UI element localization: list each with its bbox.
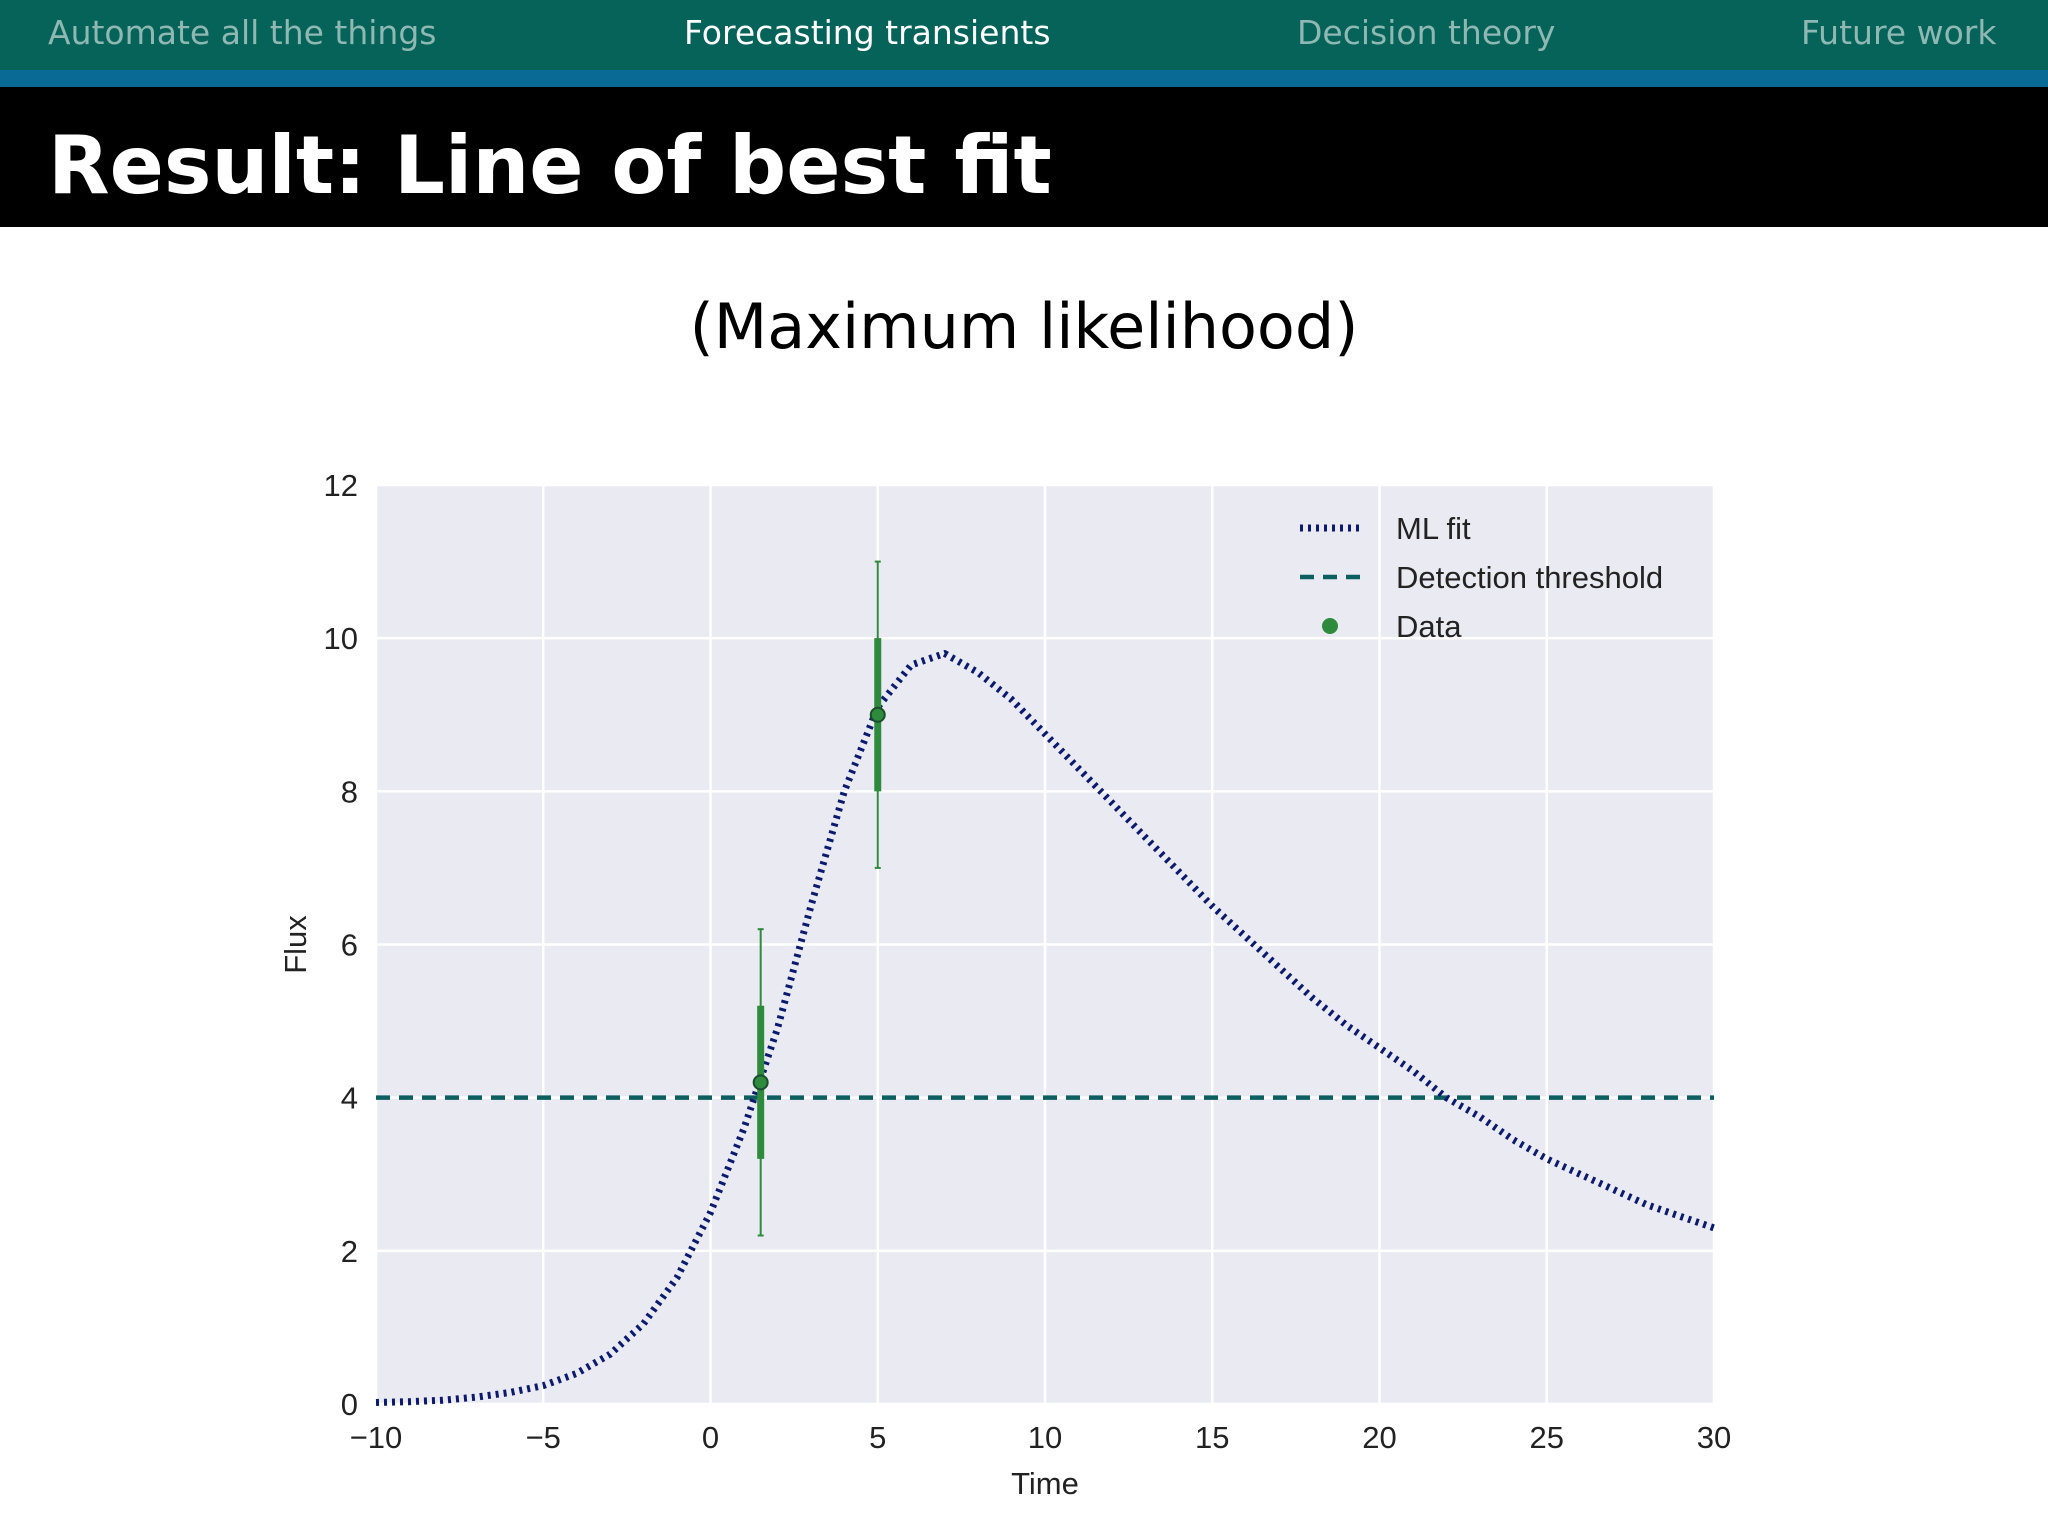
grid-lines bbox=[374, 483, 1716, 1406]
nav-item-decision-theory[interactable]: Decision theory bbox=[1297, 13, 1556, 52]
data-point bbox=[752, 1074, 769, 1091]
y-tick-label: 12 bbox=[324, 468, 358, 503]
y-tick-label: 8 bbox=[341, 774, 358, 809]
nav-item-future-work[interactable]: Future work bbox=[1801, 13, 1997, 52]
x-axis-ticks: −10 −5 0 5 10 15 20 25 30 bbox=[350, 1420, 1732, 1455]
x-tick-label: 0 bbox=[702, 1420, 719, 1455]
x-tick-label: −10 bbox=[350, 1420, 403, 1455]
nav-item-forecasting-transients[interactable]: Forecasting transients bbox=[684, 13, 1051, 52]
nav-divider bbox=[0, 70, 2048, 87]
y-axis-ticks: 0 2 4 6 8 10 12 bbox=[324, 468, 358, 1422]
legend-ml-fit-label: ML fit bbox=[1396, 511, 1471, 546]
legend-data-label: Data bbox=[1396, 609, 1462, 644]
x-axis-label: Time bbox=[1011, 1466, 1079, 1501]
x-tick-label: 25 bbox=[1530, 1420, 1564, 1455]
legend-data-marker bbox=[1322, 618, 1338, 634]
x-tick-label: 20 bbox=[1362, 1420, 1396, 1455]
y-tick-label: 4 bbox=[341, 1081, 358, 1116]
slide-subtitle: (Maximum likelihood) bbox=[689, 290, 1359, 363]
y-tick-label: 2 bbox=[341, 1234, 358, 1269]
slide-title: Result: Line of best fit bbox=[48, 119, 1052, 212]
x-tick-label: 15 bbox=[1195, 1420, 1229, 1455]
x-tick-label: −5 bbox=[526, 1420, 561, 1455]
data-point bbox=[869, 706, 886, 723]
legend: ML fit Detection threshold Data bbox=[1300, 511, 1663, 644]
x-tick-label: 10 bbox=[1028, 1420, 1062, 1455]
series-layer bbox=[375, 560, 1716, 1406]
legend-threshold-label: Detection threshold bbox=[1396, 560, 1663, 595]
nav-item-automate[interactable]: Automate all the things bbox=[48, 13, 437, 52]
x-tick-label: 30 bbox=[1697, 1420, 1731, 1455]
y-tick-label: 6 bbox=[341, 928, 358, 963]
nav-bar: Automate all the things Forecasting tran… bbox=[0, 0, 2048, 70]
y-tick-label: 10 bbox=[324, 621, 358, 656]
ml-fit-line bbox=[375, 650, 1716, 1406]
x-tick-label: 5 bbox=[869, 1420, 886, 1455]
y-tick-label: 0 bbox=[341, 1387, 358, 1422]
title-bar: Result: Line of best fit bbox=[0, 87, 2048, 227]
y-axis-label: Flux bbox=[278, 915, 313, 974]
